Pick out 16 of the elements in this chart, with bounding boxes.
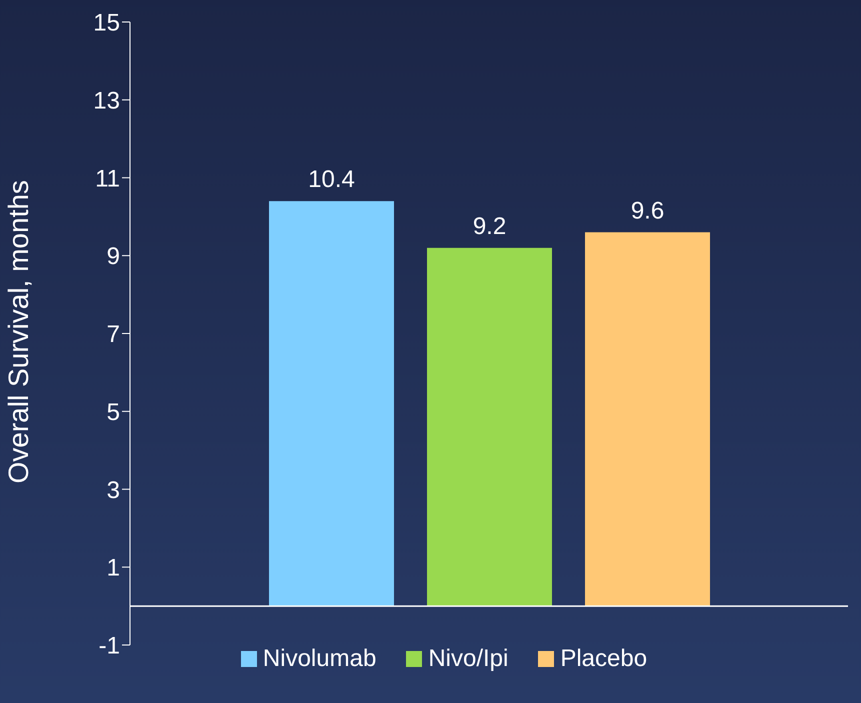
legend-label: Nivolumab: [262, 645, 376, 673]
y-tick-label: 3: [106, 476, 120, 504]
y-tick-label: -1: [98, 632, 120, 660]
legend-label: Nivo/Ipi: [428, 645, 508, 673]
legend-label: Placebo: [560, 645, 648, 673]
data-label: 10.4: [308, 166, 355, 194]
y-tick-label: 11: [95, 165, 120, 192]
data-label: 9.6: [630, 197, 664, 224]
y-tick-label: 9: [106, 243, 120, 270]
y-tick-label: 1: [106, 554, 120, 582]
y-axis-title: Overall Survival, months: [2, 180, 34, 484]
y-tick-label: 15: [93, 10, 120, 37]
y-tick-label: 7: [106, 321, 120, 348]
data-label: 9.2: [472, 212, 506, 240]
y-tick-label: 13: [93, 87, 120, 114]
y-tick-label: 5: [106, 398, 120, 426]
